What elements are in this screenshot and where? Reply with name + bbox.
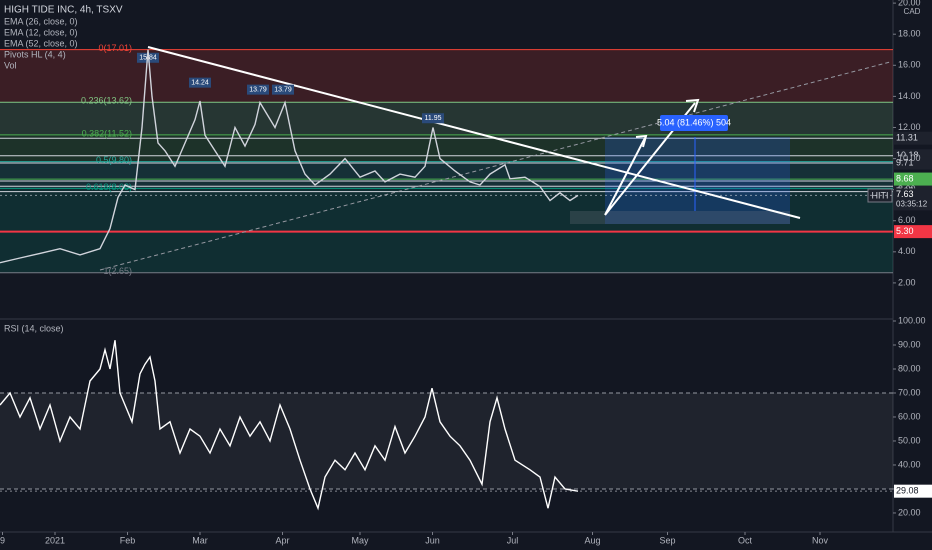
y-tick-label: 70.00 bbox=[898, 387, 921, 397]
x-tick-label: Jul bbox=[507, 535, 519, 545]
fib-label: 0(17.01) bbox=[98, 43, 132, 53]
y-tick-label: 80.00 bbox=[898, 363, 921, 373]
rsi-band bbox=[0, 392, 893, 489]
y-tick-label: 12.00 bbox=[898, 122, 921, 132]
indicator: EMA (52, close, 0) bbox=[4, 38, 78, 48]
x-tick-label: Aug bbox=[584, 535, 600, 545]
measure-label: 5.04 (81.46%) 504 bbox=[657, 117, 731, 127]
symbol: HIGH TIDE INC, 4h, TSXV bbox=[4, 5, 123, 16]
x-tick-label: Jun bbox=[425, 535, 440, 545]
x-tick-label: Apr bbox=[275, 535, 289, 545]
y-tick-label: 90.00 bbox=[898, 339, 921, 349]
fib-label: 0.618(8.08) bbox=[86, 182, 132, 192]
range-box bbox=[570, 211, 790, 224]
x-tick-label: Nov bbox=[812, 535, 829, 545]
arrow-heads bbox=[635, 98, 700, 148]
support-label-bg bbox=[894, 225, 932, 239]
fib-band bbox=[0, 161, 893, 189]
rsi-last: 29.08 bbox=[896, 486, 919, 496]
y-tick-label: 16.00 bbox=[898, 60, 921, 70]
trend-line bbox=[147, 46, 801, 219]
pivot-label: 14.24 bbox=[191, 79, 209, 86]
measure-box bbox=[605, 137, 790, 224]
y-tick-label: 20.00 bbox=[898, 507, 921, 517]
x-tick-label: 9 bbox=[0, 535, 5, 545]
level-label-bg bbox=[894, 131, 932, 145]
y-tick-label: 50.00 bbox=[898, 435, 921, 445]
level-label: 11.31 bbox=[896, 133, 918, 143]
indicator: Pivots HL (4, 4) bbox=[4, 49, 66, 59]
y-tick-label: 100.00 bbox=[898, 315, 926, 325]
last-price-bg bbox=[894, 188, 932, 211]
pivot-label: 13.79 bbox=[274, 86, 292, 93]
x-tick-label: Sep bbox=[659, 535, 675, 545]
indicator: Vol bbox=[4, 60, 17, 70]
y-tick-label: 18.00 bbox=[898, 29, 921, 39]
y-tick-label: 6.00 bbox=[898, 215, 916, 225]
rsi-last-bg bbox=[894, 484, 932, 498]
fib-band bbox=[0, 134, 893, 162]
x-tick-label: 2021 bbox=[45, 535, 65, 545]
y-tick-label: 20.00 bbox=[898, 0, 921, 7]
fib-band bbox=[0, 49, 893, 103]
fib-label: 0.236(13.62) bbox=[81, 96, 132, 106]
highlight-label: 8.68 bbox=[896, 173, 914, 183]
level-label: 9.71 bbox=[896, 157, 914, 167]
pivot-box bbox=[247, 84, 269, 95]
measure-label-bg bbox=[660, 115, 728, 131]
x-tick-label: Mar bbox=[192, 535, 208, 545]
last-price: 7.63 bbox=[896, 189, 914, 199]
pivot-box bbox=[422, 113, 444, 124]
countdown: 03:35:12 bbox=[896, 200, 928, 209]
level-label-bg bbox=[894, 156, 932, 170]
y-tick-label: 10.00 bbox=[898, 153, 921, 163]
fib-label: 0.382(11.52) bbox=[82, 128, 132, 138]
pivot-label: 13.79 bbox=[249, 86, 267, 93]
pivot-label: 11.95 bbox=[425, 115, 442, 122]
support-label: 5.30 bbox=[896, 226, 914, 236]
currency: CAD bbox=[904, 7, 921, 16]
x-tick-label: Oct bbox=[738, 535, 753, 545]
fib-band bbox=[0, 102, 893, 135]
indicator: EMA (26, close, 0) bbox=[4, 16, 78, 26]
y-tick-label: 2.00 bbox=[898, 277, 916, 287]
level-label: 10.18 bbox=[896, 150, 919, 160]
x-tick-label: Feb bbox=[120, 535, 136, 545]
y-tick-label: 60.00 bbox=[898, 411, 921, 421]
pivot-box bbox=[189, 77, 211, 88]
pivot-box bbox=[272, 84, 294, 95]
indicator: EMA (12, close, 0) bbox=[4, 27, 78, 37]
fib-label: 0.5(9.80) bbox=[96, 155, 132, 165]
price-line bbox=[0, 340, 579, 511]
y-tick-label: 4.00 bbox=[898, 246, 916, 256]
fib-label: 1(2.65) bbox=[103, 266, 132, 276]
highlight-label-bg bbox=[894, 172, 932, 186]
price-line bbox=[0, 49, 579, 264]
y-tick-label: 14.00 bbox=[898, 91, 921, 101]
trend-line-dashed bbox=[99, 61, 891, 271]
y-tick-label: 40.00 bbox=[898, 459, 921, 469]
rsi-title: RSI (14, close) bbox=[4, 323, 64, 333]
x-tick-label: May bbox=[351, 535, 369, 545]
